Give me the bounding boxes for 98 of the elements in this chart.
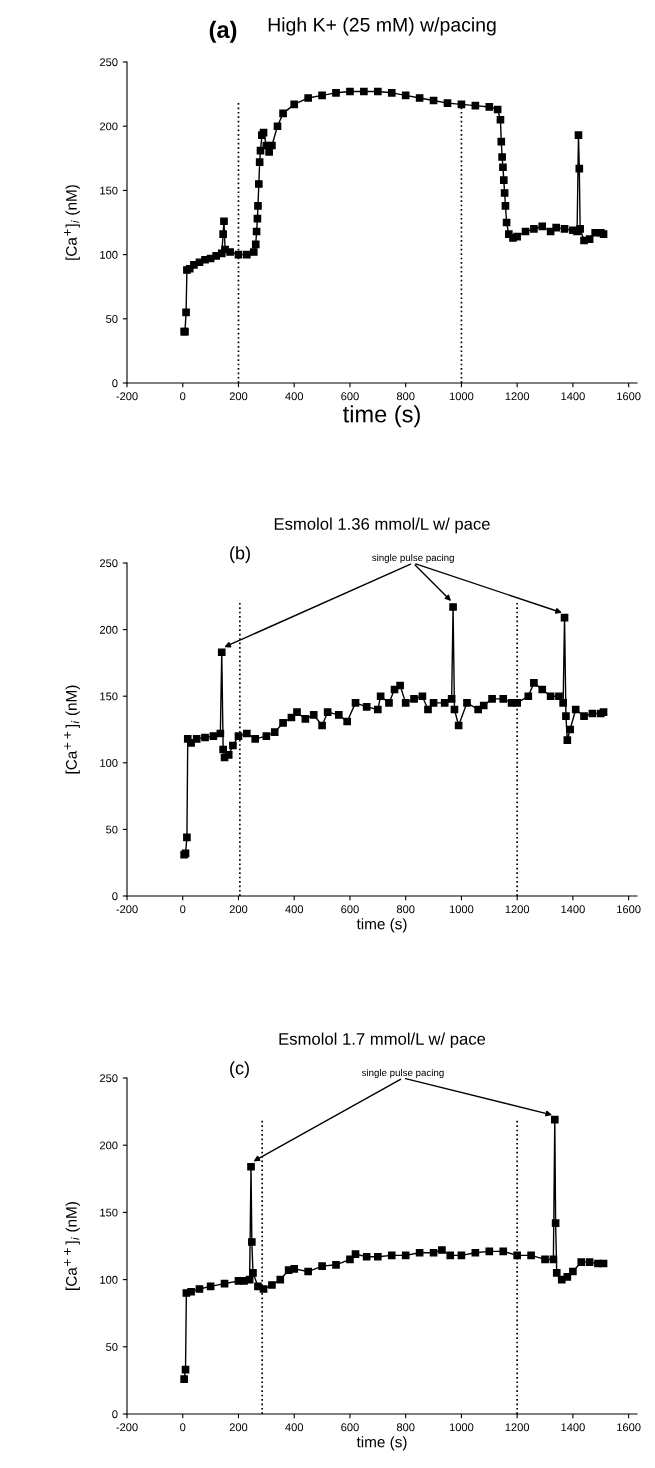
y-axis-title: [Ca$^{+}$]$_{i}$ (nM) [64, 185, 80, 260]
point [318, 1262, 326, 1270]
x-axis-title: time (s) [356, 1436, 407, 1451]
x-tick-label: 800 [396, 905, 415, 914]
y-tick-label: 150 [100, 692, 118, 701]
x-tick-label: 1400 [561, 905, 585, 914]
x-tick-label: -200 [116, 392, 138, 401]
x-tick-label: 0 [180, 1423, 186, 1432]
point [499, 1247, 508, 1256]
x-tick-label: 200 [229, 905, 248, 914]
point [247, 1162, 255, 1171]
chart-title: High K+ (25 mM) w/pacing [268, 17, 496, 36]
point [551, 1219, 560, 1227]
x-tick-label: 600 [341, 392, 359, 401]
y-axis-title: [Ca$^{++}$]$_{i}$ (nM) [64, 685, 80, 774]
x-axis-title: time (s) [343, 405, 420, 428]
y-axis-title: [Ca$^{++}$]$_{i}$ (nM) [64, 1202, 80, 1290]
y-tick-label: 200 [99, 1141, 118, 1150]
y-tick-label: 100 [100, 1275, 118, 1284]
point [577, 1258, 586, 1266]
x-axis-title: time (s) [356, 918, 407, 933]
chart-title: Esmolol 1.7 mmol/L w/ pace [279, 1032, 486, 1049]
point [259, 1285, 268, 1293]
y-tick-label: 50 [106, 315, 118, 323]
y-tick-label: 100 [100, 759, 118, 767]
point [485, 1247, 494, 1256]
x-tick-label: 1200 [505, 392, 530, 401]
y-tick-label: 100 [100, 250, 118, 259]
point [180, 1375, 188, 1383]
point [373, 1252, 382, 1261]
x-tick-label: 200 [229, 1423, 248, 1432]
x-tick-label: 200 [229, 392, 248, 401]
point [569, 1267, 577, 1276]
annotation: single pulse pacing [361, 1068, 444, 1078]
point [249, 1269, 257, 1277]
point [346, 1255, 354, 1264]
x-tick-label: 1600 [617, 392, 641, 401]
x-tick-label: 400 [285, 1423, 304, 1432]
point [585, 1258, 594, 1266]
point [195, 1285, 204, 1293]
y-tick-label: 50 [106, 1343, 118, 1351]
point [429, 1248, 438, 1257]
x-tick-label: 0 [180, 905, 186, 914]
x-tick-label: 1400 [561, 392, 585, 401]
x-tick-label: -200 [116, 1423, 138, 1432]
point [240, 1277, 248, 1285]
y-tick-label: 150 [100, 1208, 118, 1217]
point [332, 1260, 340, 1269]
x-tick-label: 1000 [449, 392, 474, 401]
x-tick-label: 1000 [449, 1423, 474, 1432]
point [387, 1251, 396, 1260]
x-tick-label: 400 [285, 905, 304, 914]
y-tick-label: 200 [99, 122, 118, 131]
point [552, 1269, 561, 1277]
chart-title: Esmolol 1.36 mmol/L w/ pace [274, 517, 490, 534]
point [550, 1115, 559, 1124]
text: (c) [230, 1061, 249, 1078]
point [351, 1250, 360, 1258]
y-tick-label: 150 [100, 186, 118, 195]
point [290, 1265, 299, 1273]
y-tick-label: 250 [99, 58, 118, 67]
text: (b) [230, 546, 250, 563]
x-tick-label: 400 [285, 392, 304, 401]
y-tick-label: 0 [112, 379, 118, 388]
text: (a) [209, 20, 237, 43]
x-tick-label: 1600 [617, 1423, 641, 1432]
point [446, 1251, 455, 1260]
x-tick-label: 1600 [617, 905, 641, 914]
point [415, 1248, 424, 1257]
point [268, 1281, 276, 1289]
point [362, 1252, 371, 1261]
x-tick-label: 1000 [449, 905, 474, 914]
point [187, 1287, 195, 1296]
point [471, 1248, 480, 1257]
y-tick-label: 50 [106, 825, 118, 834]
y-tick-label: 0 [112, 1410, 118, 1419]
point [541, 1255, 549, 1264]
point [527, 1251, 535, 1260]
x-tick-label: 0 [180, 392, 186, 401]
point [563, 1273, 572, 1281]
x-tick-label: 600 [341, 905, 359, 914]
x-tick-label: 800 [396, 1423, 415, 1432]
x-tick-label: 1200 [505, 1423, 530, 1432]
y-tick-label: 0 [112, 892, 118, 901]
point [248, 1238, 256, 1246]
point [401, 1251, 410, 1260]
x-tick-label: 1400 [561, 1423, 585, 1432]
point [438, 1246, 446, 1254]
y-tick-label: 250 [99, 559, 118, 568]
y-tick-label: 250 [99, 1074, 118, 1083]
point [276, 1275, 285, 1284]
x-tick-label: 600 [341, 1423, 359, 1432]
y-tick-label: 200 [99, 625, 118, 634]
point [304, 1267, 312, 1276]
x-tick-label: -200 [116, 905, 138, 914]
annotation: single pulse pacing [372, 553, 454, 563]
x-tick-label: 1200 [505, 905, 530, 914]
x-tick-label: 800 [396, 392, 415, 401]
